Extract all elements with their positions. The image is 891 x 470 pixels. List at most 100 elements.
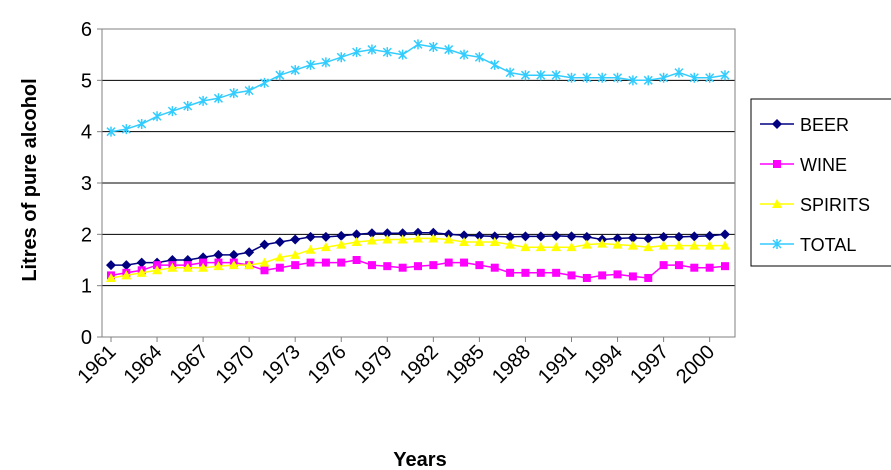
data-point-total [613,72,623,83]
data-point-beer [336,230,347,241]
x-axis-title: Years [393,449,446,470]
data-point-beer [351,229,362,240]
data-point-wine [414,262,422,271]
data-point-spirits [397,234,408,244]
data-point-beer [459,230,470,241]
y-tick-label: 1 [81,276,92,298]
y-tick-label: 6 [81,19,92,41]
data-point-wine [644,273,653,282]
data-point-spirits [366,235,377,245]
legend: BEER WINE SPIRITS TOTAL [750,98,891,267]
data-point-total [167,106,177,117]
data-point-total [244,85,254,96]
data-point-spirits [489,237,500,247]
data-point-beer [489,231,500,242]
data-point-spirits [167,262,178,272]
data-point-beer [443,229,454,240]
data-point-total [689,72,699,83]
x-tick-label: 1967 [166,341,213,388]
data-point-total [582,72,592,83]
data-point-total [628,75,638,86]
data-point-wine [598,271,607,280]
data-point-beer [720,229,730,240]
legend-item-total: TOTAL [760,235,856,255]
legend-item-wine: WINE [760,155,847,175]
data-point-total [259,77,270,88]
x-tick-label: 1982 [396,341,443,388]
legend-marker-spirits [772,199,782,208]
data-point-wine [444,258,453,267]
data-point-total [597,72,607,83]
data-point-spirits [474,237,485,247]
data-point-spirits [121,270,132,280]
data-point-spirits [228,260,239,270]
data-point-total [566,72,577,83]
data-point-beer [704,230,715,241]
data-point-spirits [720,240,730,250]
x-tick-label: 1985 [442,341,489,388]
data-point-spirits [382,234,393,244]
data-point-wine [367,261,376,270]
data-point-wine [705,263,714,272]
data-point-total [536,70,546,81]
data-point-total [152,111,162,122]
data-point-wine [552,268,561,277]
data-point-wine [383,262,392,271]
data-point-spirits [290,249,301,259]
y-tick-label: 3 [81,173,92,195]
data-point-total [121,124,131,135]
data-point-total [643,75,653,86]
data-point-spirits [643,242,654,252]
data-point-spirits [459,237,470,247]
data-point-wine [475,261,484,270]
y-tick-label: 0 [81,327,92,349]
data-point-wine [321,258,330,267]
data-point-total [290,65,300,76]
legend-marker-beer [772,119,782,129]
data-point-total [336,52,346,63]
data-point-beer [474,230,485,241]
data-point-wine [306,258,315,267]
data-point-spirits [597,238,608,248]
data-point-total [275,70,285,81]
data-point-wine [352,256,361,264]
data-point-wine [260,266,269,275]
data-point-wine [613,270,622,279]
data-point-beer [689,231,700,242]
data-point-spirits [198,262,209,272]
data-point-total [382,47,392,58]
data-point-beer [259,239,270,250]
data-point-beer [612,233,623,244]
data-point-total [474,52,484,63]
data-point-wine [398,263,407,272]
data-point-total [505,67,515,78]
data-point-total [490,59,500,70]
data-point-total [444,44,454,55]
data-point-wine [567,271,576,280]
data-point-wine [674,261,683,270]
data-point-wine [659,261,668,270]
data-point-beer [305,231,316,242]
data-point-total [428,41,438,52]
data-point-spirits [581,239,592,249]
data-point-wine [506,268,515,277]
legend-box [750,98,891,267]
legend-marker-wine [773,160,781,168]
data-point-beer [244,247,255,258]
data-point-spirits [305,244,316,254]
legend-label-beer: BEER [800,115,849,135]
data-point-total [213,93,223,104]
data-point-total [352,47,362,58]
data-point-total [551,70,561,81]
data-point-total [106,126,116,137]
data-point-total [137,118,147,129]
data-point-beer [566,231,577,242]
data-point-spirits [520,242,531,252]
data-point-spirits [535,242,546,252]
data-point-wine [690,263,699,272]
data-point-spirits [704,240,715,250]
data-point-beer [520,231,531,242]
data-point-spirits [152,265,163,275]
data-point-beer [228,249,239,260]
